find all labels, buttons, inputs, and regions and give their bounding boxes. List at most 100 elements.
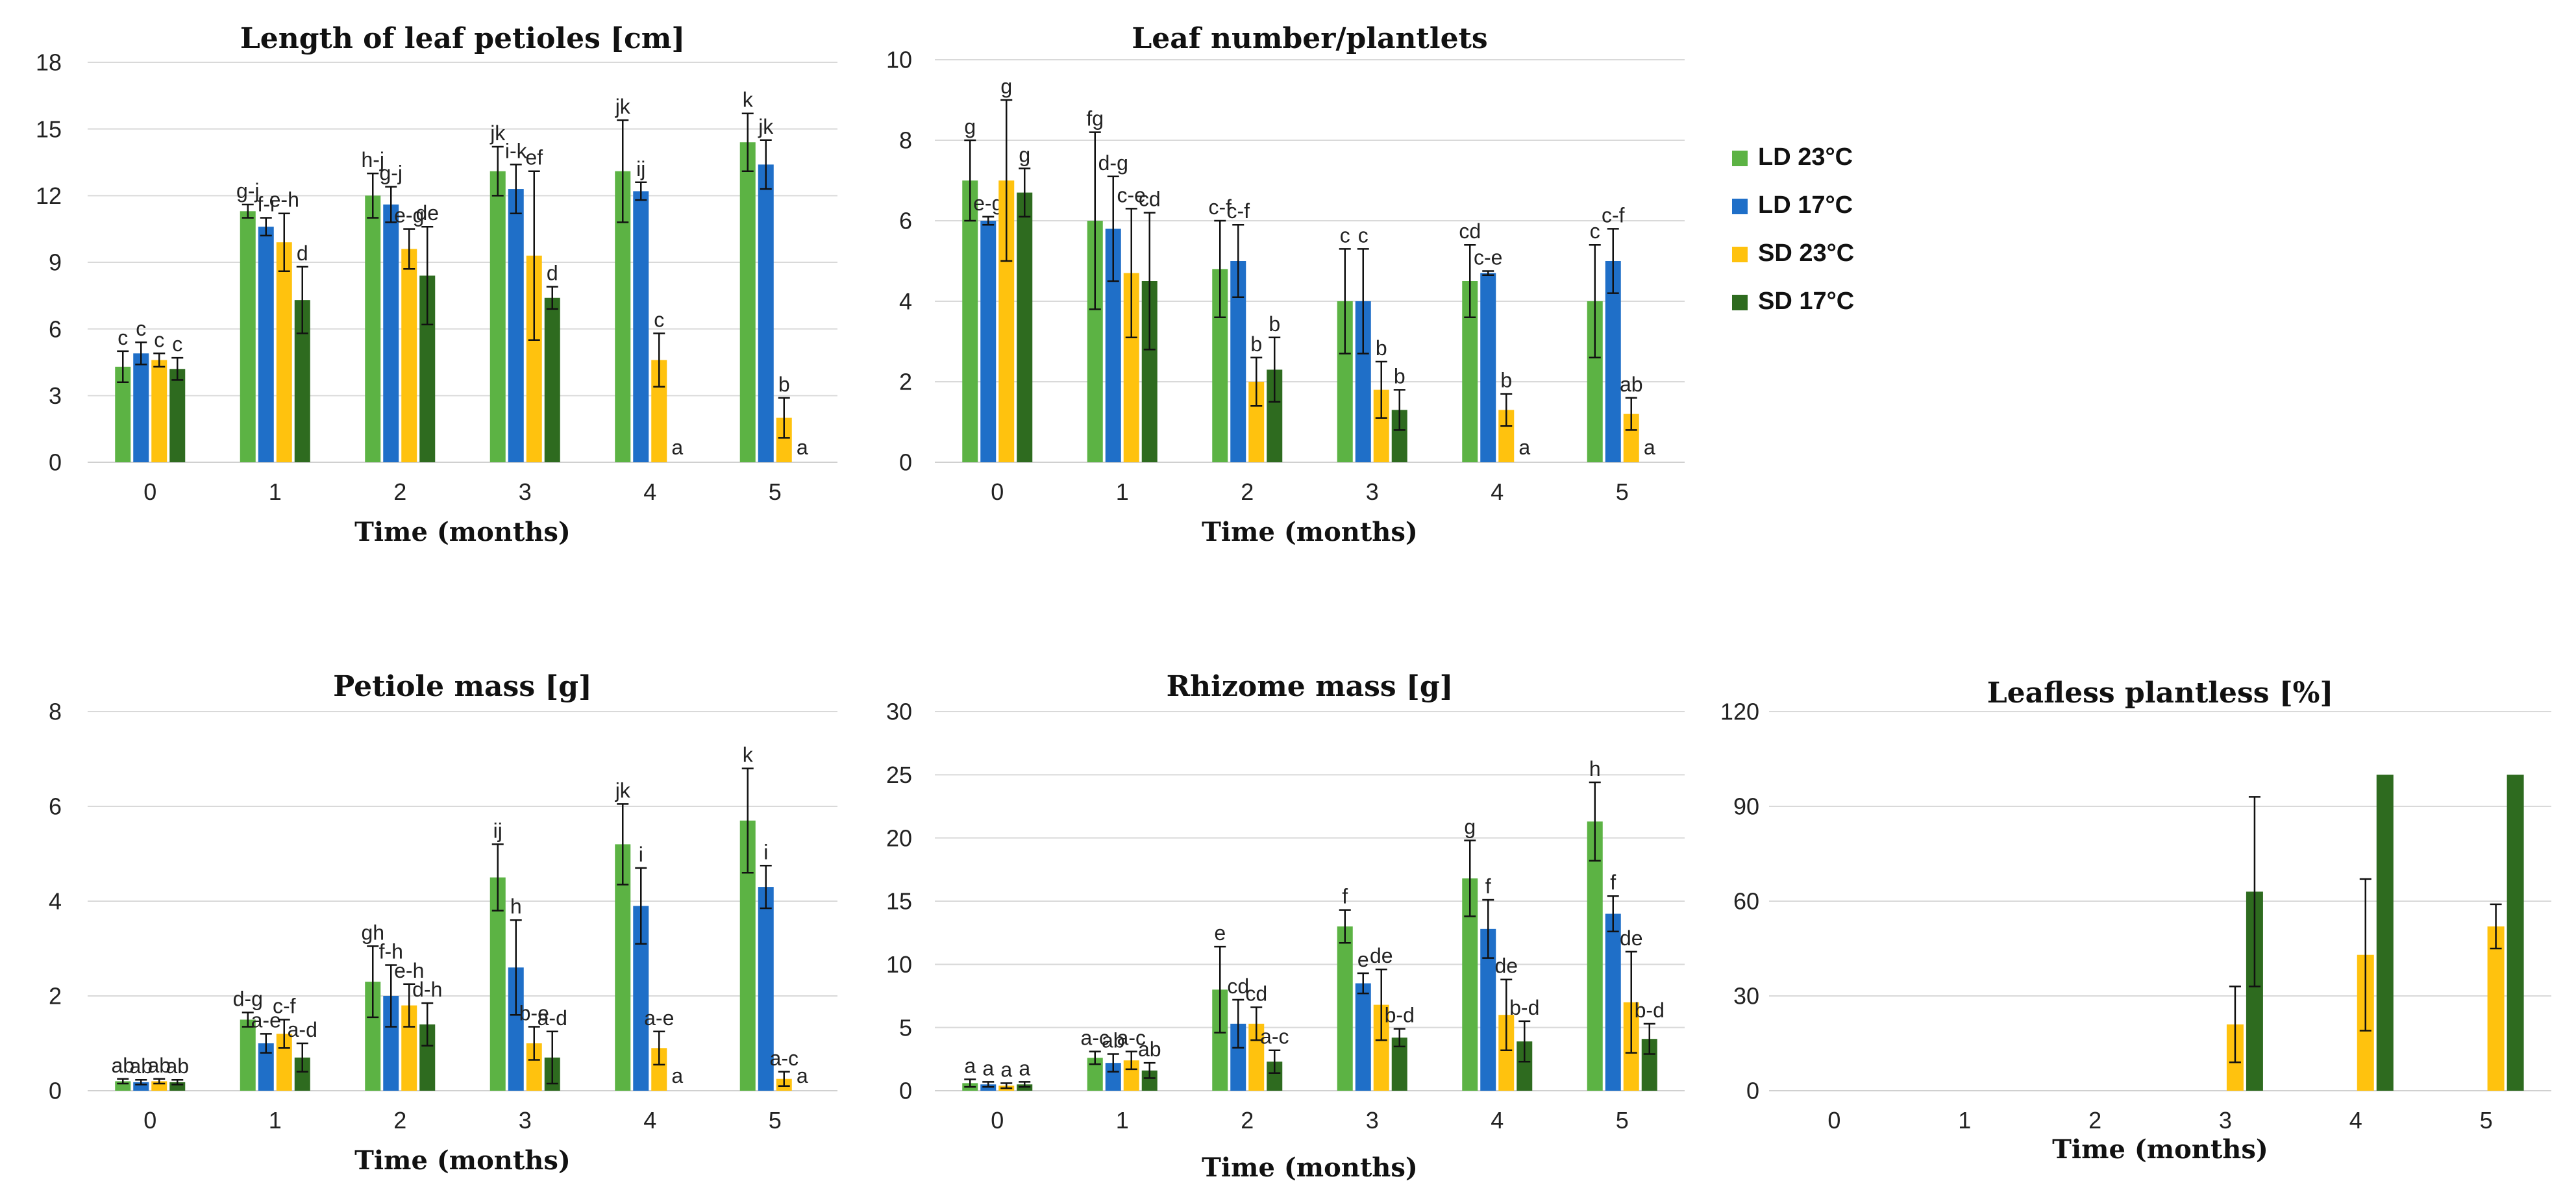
- significance-label: a: [1644, 436, 1655, 459]
- chart-title: Leaf number/plantlets: [1132, 22, 1487, 55]
- significance-label: c: [172, 332, 182, 356]
- x-tick-label: 5: [1616, 1107, 1629, 1134]
- y-tick-label: 3: [49, 382, 62, 409]
- significance-label: g: [1019, 143, 1030, 166]
- bar-petiole-length-series2-cat1: [276, 242, 292, 462]
- legend-label-3: SD 17°C: [1758, 288, 1854, 315]
- significance-label: c: [1358, 223, 1368, 247]
- y-tick-label: 18: [36, 49, 62, 76]
- significance-label: f: [1342, 885, 1348, 908]
- x-tick-label: 1: [269, 1107, 282, 1134]
- bar-rhizome-mass-series0-cat3: [1337, 926, 1353, 1091]
- significance-label: e-g: [394, 204, 424, 227]
- x-tick-label: 1: [1958, 1107, 1971, 1134]
- significance-label: b: [1376, 336, 1387, 360]
- legend-swatch-0: [1732, 151, 1748, 166]
- x-tick-label: 2: [393, 478, 406, 505]
- significance-label: ij: [493, 819, 502, 842]
- bar-rhizome-mass-series1-cat3: [1355, 983, 1371, 1091]
- bar-leaf-number-series0-cat0: [962, 180, 978, 462]
- legend-swatch-3: [1732, 295, 1748, 310]
- significance-label: h: [1589, 757, 1601, 780]
- y-tick-label: 2: [49, 983, 62, 1010]
- y-tick-label: 6: [49, 316, 62, 342]
- significance-label: d-g: [1098, 151, 1128, 175]
- y-tick-label: 5: [899, 1014, 912, 1041]
- significance-label: b: [1250, 332, 1262, 356]
- significance-label: g: [1464, 815, 1476, 839]
- significance-label: g-j: [236, 179, 260, 203]
- bar-petiole-length-series1-cat0: [133, 353, 149, 462]
- significance-label: c-f: [1602, 203, 1625, 227]
- legend: LD 23°C LD 17°C SD 23°C SD 17°C: [1732, 143, 1854, 315]
- x-tick-label: 0: [1827, 1107, 1840, 1134]
- significance-label: f: [1610, 871, 1616, 894]
- bar-petiole-length-series1-cat2: [383, 205, 399, 462]
- x-tick-label: 3: [519, 1107, 532, 1134]
- significance-label: ab: [147, 1054, 171, 1077]
- bar-leafless-series2-cat5: [2487, 926, 2505, 1091]
- y-tick-label: 0: [49, 1078, 62, 1104]
- bar-petiole-length-series3-cat3: [544, 297, 560, 462]
- bar-petiole-length-series2-cat0: [151, 360, 167, 462]
- significance-label: h: [510, 895, 522, 918]
- x-tick-label: 3: [519, 478, 532, 505]
- significance-label: c: [118, 326, 128, 349]
- x-tick-label: 4: [1491, 478, 1504, 505]
- bar-leaf-number-series1-cat0: [980, 221, 997, 462]
- bar-leaf-number-series3-cat0: [1017, 192, 1033, 462]
- significance-label: c: [136, 317, 146, 340]
- y-tick-label: 8: [899, 127, 912, 154]
- y-tick-label: 0: [899, 449, 912, 476]
- significance-label: ab: [1102, 1029, 1125, 1052]
- y-tick-label: 30: [1733, 983, 1759, 1010]
- y-tick-label: 15: [886, 888, 912, 915]
- y-tick-label: 10: [886, 951, 912, 978]
- x-tick-label: 4: [1491, 1107, 1504, 1134]
- y-tick-label: 25: [886, 762, 912, 788]
- significance-label: c: [1340, 223, 1350, 247]
- x-tick-label: 5: [2480, 1107, 2493, 1134]
- x-tick-label: 4: [643, 1107, 656, 1134]
- y-tick-label: 20: [886, 825, 912, 851]
- significance-label: e-h: [394, 959, 424, 982]
- significance-label: c-f: [273, 995, 296, 1018]
- significance-label: e-g: [973, 192, 1003, 215]
- x-tick-label: 0: [143, 1107, 156, 1134]
- significance-label: g: [964, 115, 976, 138]
- significance-label: b: [778, 373, 790, 396]
- legend-label-2: SD 23°C: [1758, 240, 1854, 267]
- bar-petiole-length-series3-cat0: [169, 369, 186, 462]
- significance-label: d: [547, 262, 558, 285]
- bar-petiole-length-series1-cat4: [633, 191, 649, 462]
- significance-label: ij: [636, 157, 645, 180]
- chart-leaf-number: Leaf number/plantlets 0 2 4 6 8 10 0 g e-g g g 1 fg d-…: [886, 22, 1685, 547]
- y-tick-label: 4: [49, 888, 62, 915]
- significance-label: b-e: [519, 1001, 549, 1024]
- bar-leaf-number-series1-cat4: [1480, 273, 1496, 462]
- significance-label: c-e: [1474, 246, 1502, 269]
- significance-label: f: [1485, 875, 1491, 898]
- y-tick-label: 2: [899, 369, 912, 395]
- chart-petiole-mass: Petiole mass [g]024680abababab1d-ga-ec-f…: [49, 670, 837, 1176]
- chart-title: Length of leaf petioles [cm]: [240, 22, 685, 55]
- x-tick-label: 2: [393, 1107, 406, 1134]
- x-tick-label: 4: [2349, 1107, 2362, 1134]
- significance-label: a: [1019, 1056, 1030, 1080]
- significance-label: e: [1214, 921, 1226, 945]
- chart-title: Leafless plantless [%]: [1987, 677, 2334, 710]
- significance-label: ab: [1620, 373, 1643, 396]
- significance-label: jk: [489, 121, 506, 145]
- x-tick-label: 3: [1366, 478, 1379, 505]
- bar-rhizome-mass-series1-cat5: [1605, 913, 1621, 1091]
- significance-label: e-h: [269, 188, 299, 212]
- significance-label: de: [415, 201, 439, 225]
- y-tick-label: 0: [1746, 1078, 1759, 1104]
- x-tick-label: 0: [991, 478, 1004, 505]
- significance-label: gh: [361, 921, 384, 944]
- chart-leafless-plantlets: Leafless plantless [%] 0 30 60 90 120 0 1 2 3 4 5 Ti…: [1720, 677, 2551, 1165]
- x-tick-label: 5: [1616, 478, 1629, 505]
- y-tick-label: 4: [899, 288, 912, 315]
